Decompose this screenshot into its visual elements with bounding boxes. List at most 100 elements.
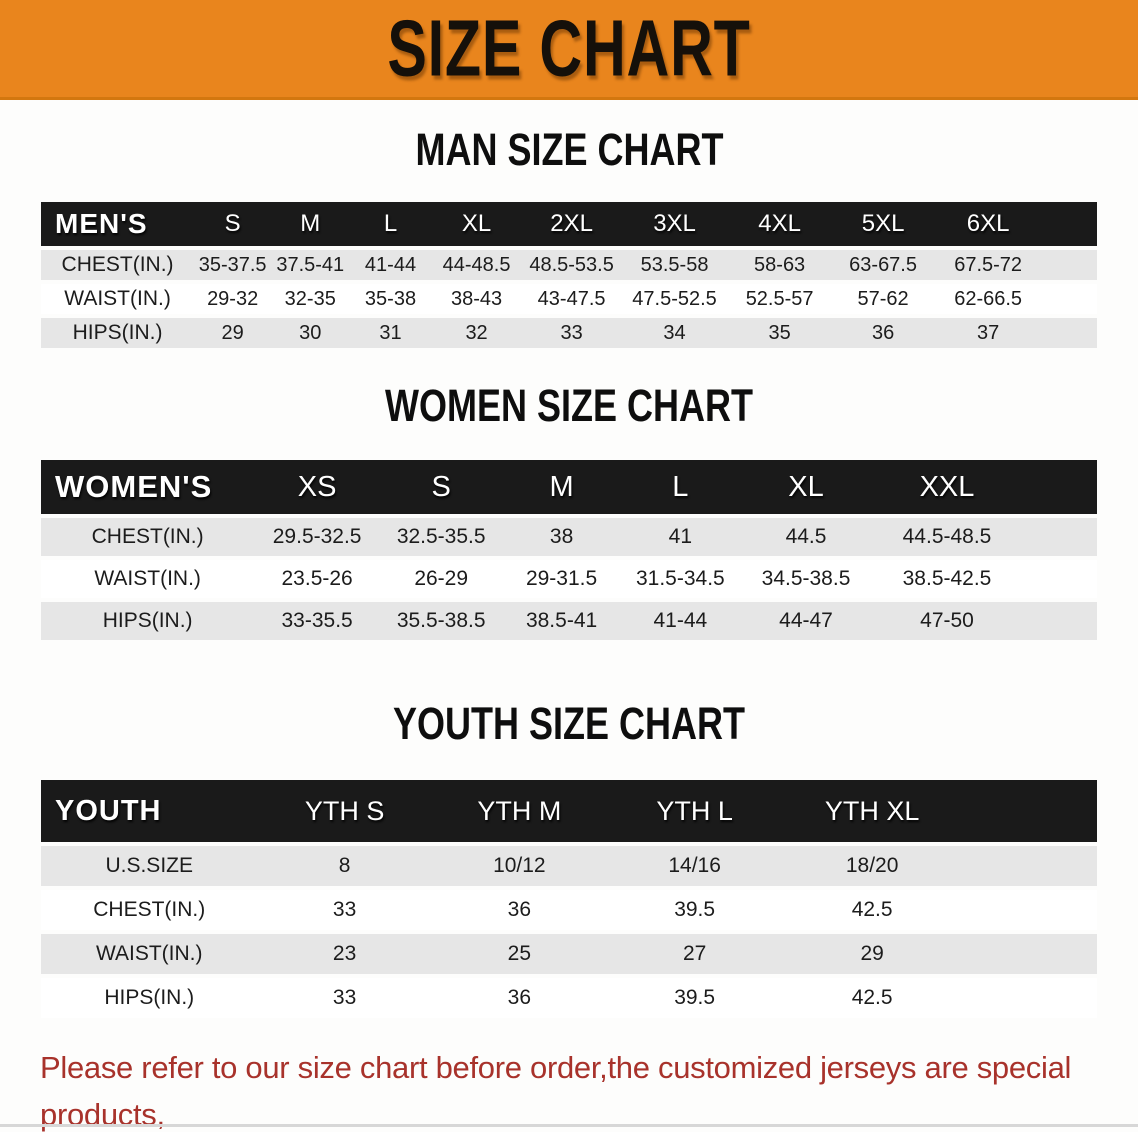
size-value: 29 [782, 934, 1097, 974]
size-value: 26-29 [379, 560, 503, 598]
measurement-label: HIPS(IN.) [41, 978, 258, 1018]
table-header-row: WOMEN'S XS S M L XL XXL [41, 460, 1097, 514]
size-column-header: YTH XL [782, 780, 1097, 842]
size-value: 25 [431, 934, 607, 974]
table-group-label: YOUTH [41, 780, 258, 842]
table-group-label: MEN'S [41, 202, 195, 246]
size-value: 57-62 [831, 284, 935, 314]
size-value: 67.5-72 [934, 250, 1097, 280]
size-value: 34 [621, 318, 728, 348]
size-value: 38.5-42.5 [872, 560, 1097, 598]
size-value: 36 [831, 318, 935, 348]
size-value: 18/20 [782, 846, 1097, 886]
size-column-header: S [379, 460, 503, 514]
size-value: 63-67.5 [831, 250, 935, 280]
measurement-label: WAIST(IN.) [41, 560, 255, 598]
measurement-row: HIPS(IN.) 33-35.5 35.5-38.5 38.5-41 41-44 44-… [41, 602, 1097, 640]
size-column-header: XS [254, 460, 380, 514]
size-column-header: M [502, 460, 621, 514]
banner-title: SIZE CHART [387, 3, 751, 93]
size-value: 29.5-32.5 [254, 518, 380, 556]
size-value: 8 [257, 846, 432, 886]
disclaimer-line-1: Please refer to our size chart before or… [40, 1050, 1072, 1132]
bottom-divider [0, 1124, 1138, 1127]
measurement-label: CHEST(IN.) [41, 890, 258, 930]
measurement-row: HIPS(IN.) 29 30 31 32 33 34 35 36 37 [41, 318, 1097, 348]
size-value: 33 [257, 978, 432, 1018]
size-value: 36 [431, 890, 607, 930]
size-value: 62-66.5 [934, 284, 1097, 314]
size-value: 14/16 [606, 846, 783, 886]
measurement-label: HIPS(IN.) [41, 318, 195, 348]
size-value: 38-43 [431, 284, 522, 314]
men-size-table: MEN'S S M L XL 2XL 3XL 4XL 5XL 6XL CHEST(IN.) 35-37… [41, 198, 1097, 352]
size-column-header: YTH L [606, 780, 783, 842]
measurement-row: CHEST(IN.) 35-37.5 37.5-41 41-44 44-48.5 48.5… [41, 250, 1097, 280]
size-column-header: XL [431, 202, 522, 246]
size-value: 35.5-38.5 [379, 602, 503, 640]
measurement-row: WAIST(IN.) 29-32 32-35 35-38 38-43 43-47.5 47.… [41, 284, 1097, 314]
measurement-label: CHEST(IN.) [41, 250, 195, 280]
size-value: 35-37.5 [194, 250, 272, 280]
size-value: 44.5 [740, 518, 873, 556]
size-column-header: XXL [872, 460, 1097, 514]
size-column-header: YTH M [431, 780, 607, 842]
size-value: 42.5 [782, 978, 1097, 1018]
size-value: 41-44 [620, 602, 741, 640]
size-value: 35 [727, 318, 832, 348]
size-value: 10/12 [431, 846, 607, 886]
size-value: 43-47.5 [521, 284, 622, 314]
size-value: 27 [606, 934, 783, 974]
table-group-label: WOMEN'S [41, 460, 255, 514]
size-column-header: L [620, 460, 741, 514]
order-disclaimer: Please refer to our size chart before or… [40, 1044, 1118, 1132]
size-value: 31 [349, 318, 432, 348]
size-value: 44-47 [740, 602, 873, 640]
size-value: 29-31.5 [502, 560, 621, 598]
size-value: 32.5-35.5 [379, 518, 503, 556]
measurement-label: WAIST(IN.) [41, 934, 258, 974]
size-value: 42.5 [782, 890, 1097, 930]
size-value: 23.5-26 [254, 560, 380, 598]
size-value: 53.5-58 [621, 250, 728, 280]
table-header-row: YOUTH YTH S YTH M YTH L YTH XL [41, 780, 1097, 842]
size-value: 47-50 [872, 602, 1097, 640]
measurement-label: U.S.SIZE [41, 846, 258, 886]
man-size-chart-title: MAN SIZE CHART [414, 124, 723, 175]
size-value: 33 [521, 318, 622, 348]
size-column-header: 6XL [934, 202, 1097, 246]
measurement-row: CHEST(IN.) 33 36 39.5 42.5 [41, 890, 1097, 930]
size-value: 34.5-38.5 [740, 560, 873, 598]
size-value: 33-35.5 [254, 602, 380, 640]
size-value: 39.5 [606, 890, 783, 930]
size-value: 36 [431, 978, 607, 1018]
size-value: 47.5-52.5 [621, 284, 728, 314]
size-value: 32-35 [271, 284, 350, 314]
size-chart-banner: SIZE CHART [0, 0, 1138, 100]
size-value: 38.5-41 [502, 602, 621, 640]
measurement-label: WAIST(IN.) [41, 284, 195, 314]
size-value: 37.5-41 [271, 250, 350, 280]
size-value: 58-63 [727, 250, 832, 280]
size-value: 29 [194, 318, 272, 348]
size-column-header: 2XL [521, 202, 622, 246]
size-value: 39.5 [606, 978, 783, 1018]
women-size-chart-title: WOMEN SIZE CHART [384, 380, 753, 431]
size-value: 52.5-57 [727, 284, 832, 314]
measurement-label: CHEST(IN.) [41, 518, 255, 556]
measurement-row: HIPS(IN.) 33 36 39.5 42.5 [41, 978, 1097, 1018]
size-value: 44.5-48.5 [872, 518, 1097, 556]
measurement-row: WAIST(IN.) 23 25 27 29 [41, 934, 1097, 974]
size-column-header: L [349, 202, 432, 246]
size-value: 41 [620, 518, 741, 556]
size-value: 30 [271, 318, 350, 348]
size-value: 32 [431, 318, 522, 348]
size-value: 41-44 [349, 250, 432, 280]
size-value: 31.5-34.5 [620, 560, 741, 598]
table-header-row: MEN'S S M L XL 2XL 3XL 4XL 5XL 6XL [41, 202, 1097, 246]
size-column-header: 3XL [621, 202, 728, 246]
youth-size-table: YOUTH YTH S YTH M YTH L YTH XL U.S.SIZE 8 10/12… [41, 776, 1097, 1022]
size-value: 37 [934, 318, 1097, 348]
size-value: 33 [257, 890, 432, 930]
size-value: 38 [502, 518, 621, 556]
